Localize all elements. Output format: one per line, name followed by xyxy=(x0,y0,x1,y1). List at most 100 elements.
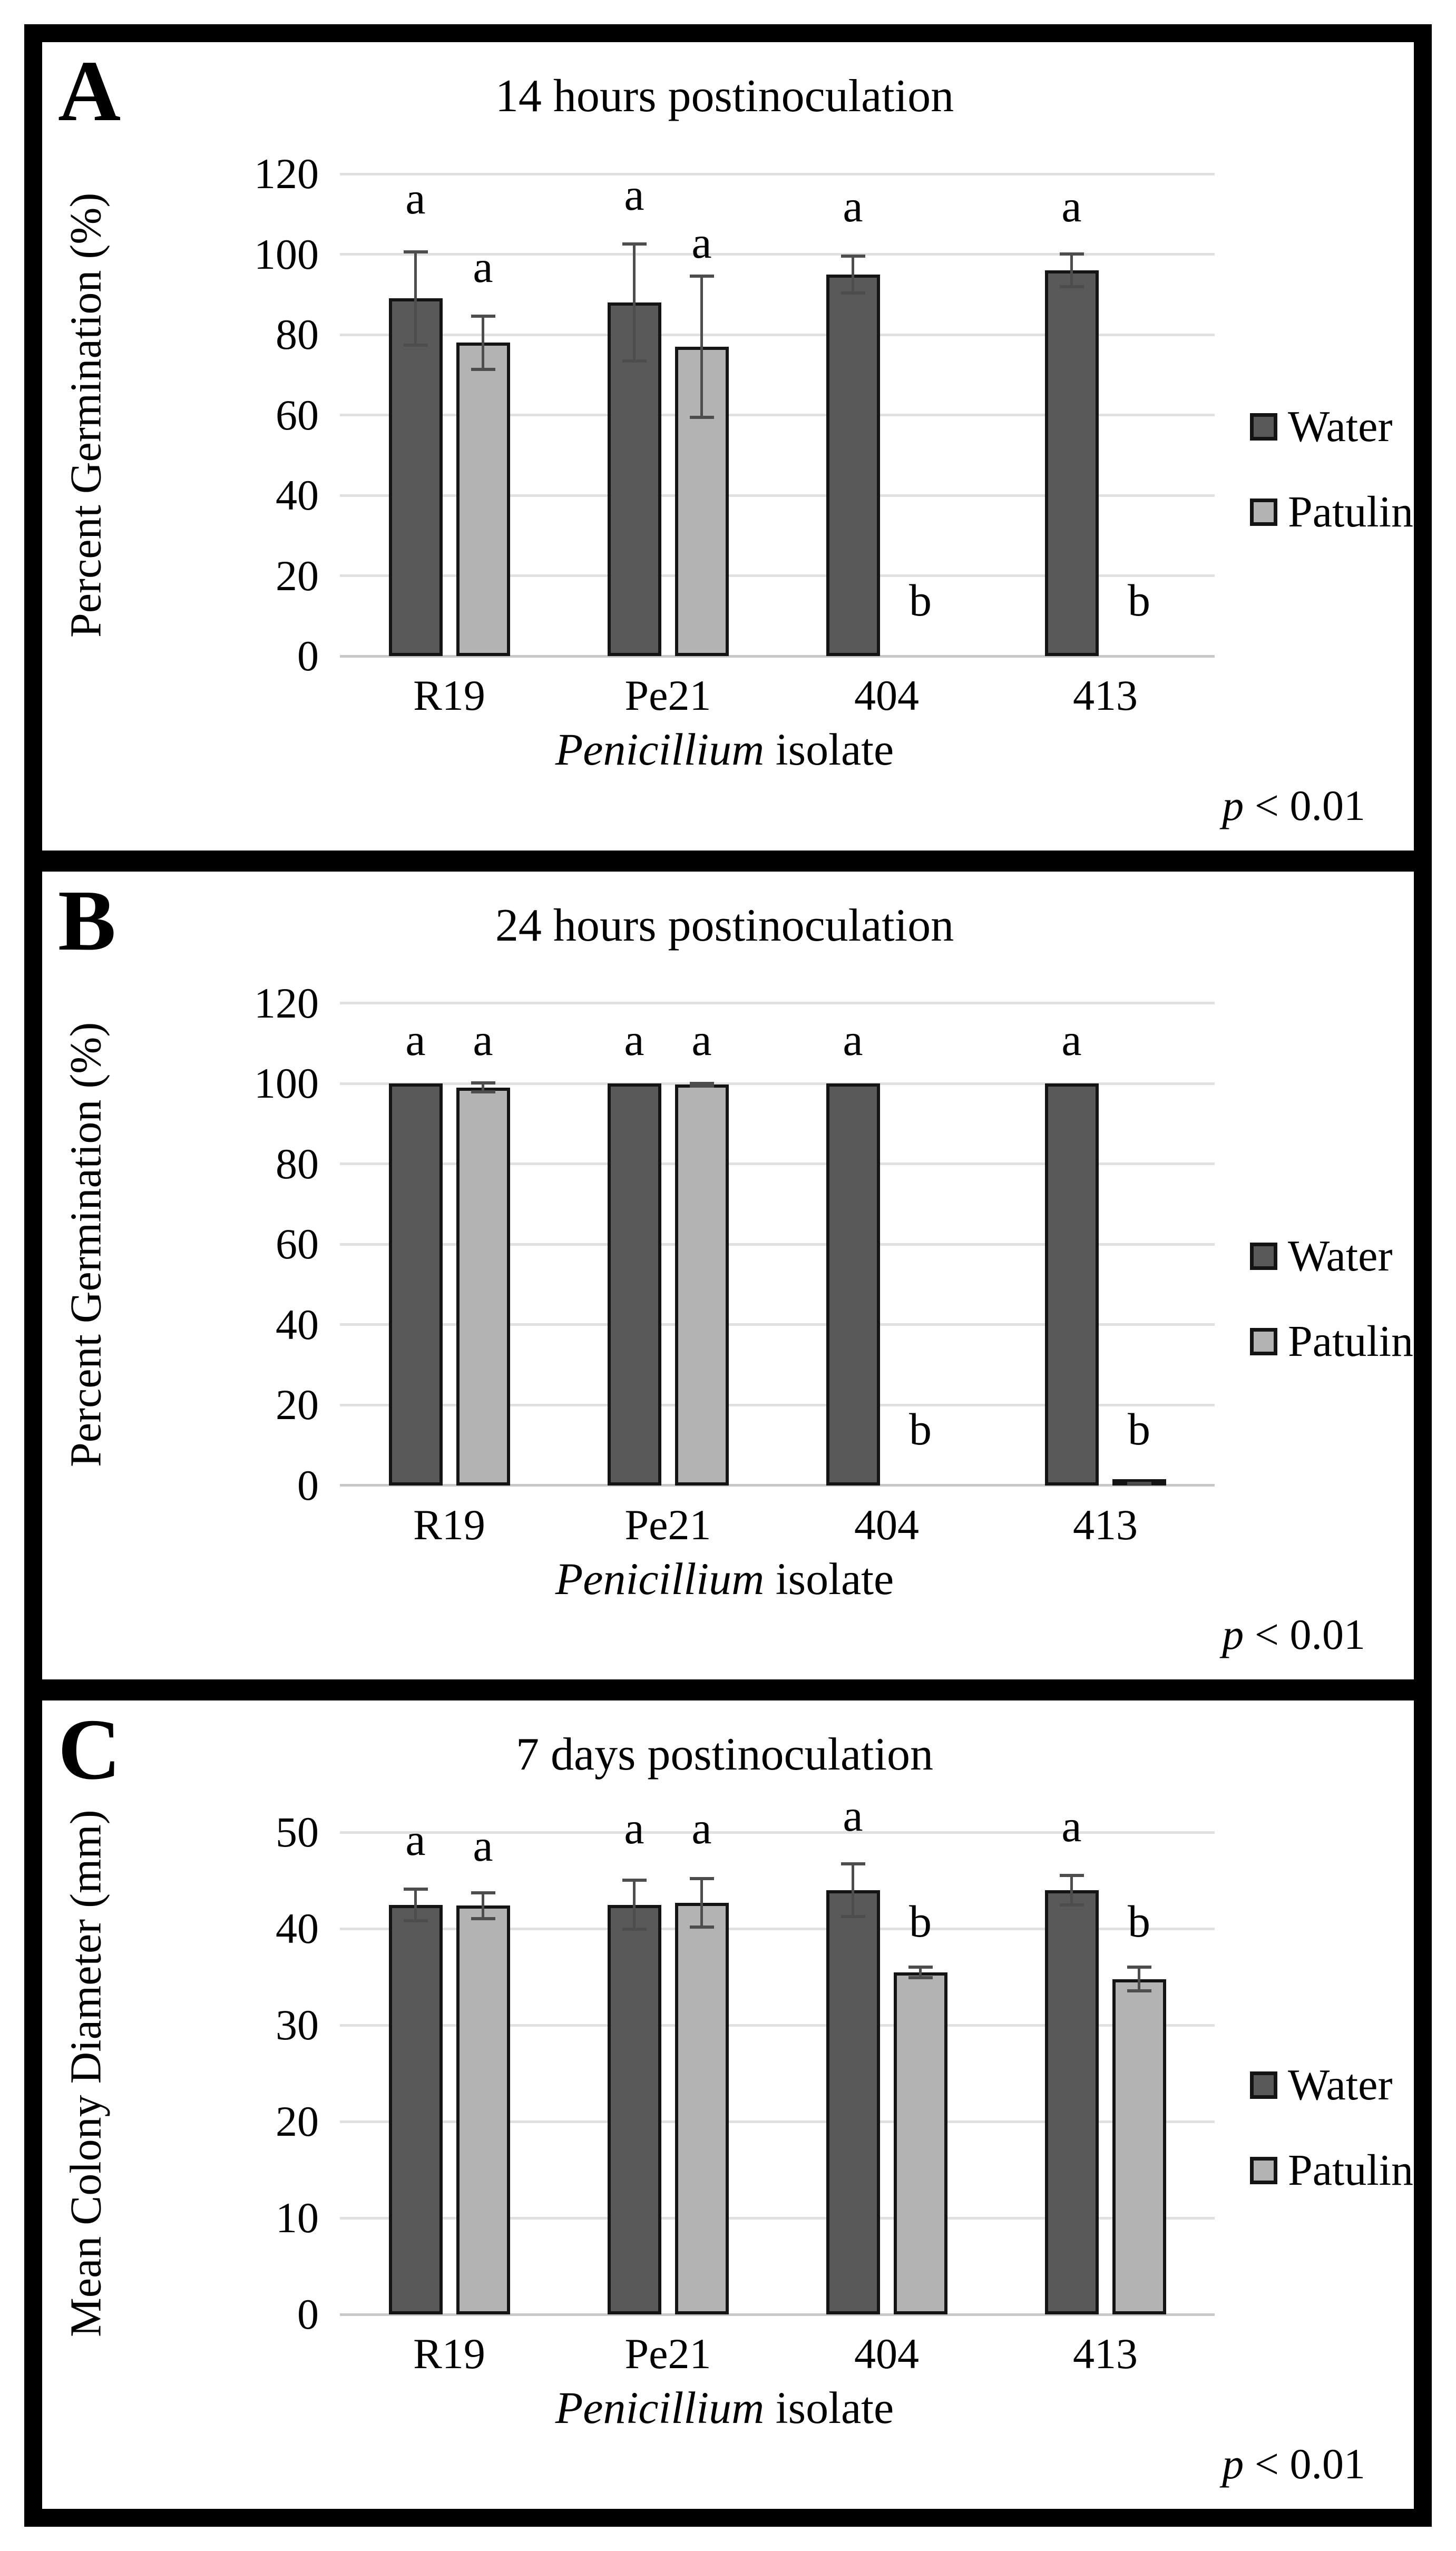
x-axis-title-genus: Penicillium xyxy=(555,1553,765,1604)
panel-a: A 14 hours postinoculation Percent Germi… xyxy=(42,42,1414,851)
chart-title: 7 days postinoculation xyxy=(516,1729,933,1781)
y-tick-label: 20 xyxy=(276,1381,319,1429)
error-bar-cap xyxy=(908,1965,933,1969)
y-tick-label: 40 xyxy=(276,471,319,519)
error-bar xyxy=(471,1081,495,1094)
error-bar xyxy=(622,242,647,363)
panel-letter: A xyxy=(58,43,121,139)
gridline xyxy=(340,172,1215,175)
patulin-bar xyxy=(1112,1979,1166,2315)
x-axis-title-rest: isolate xyxy=(764,1553,894,1604)
y-tick-label: 50 xyxy=(276,1808,319,1856)
error-bar-cap xyxy=(689,1876,714,1880)
water-bar xyxy=(826,1890,880,2315)
gridline xyxy=(340,253,1215,256)
error-bar-line xyxy=(633,1879,636,1931)
p-value-note: p < 0.01 xyxy=(1222,781,1365,830)
patulin-bar xyxy=(456,1087,510,1485)
legend-label-patulin: Patulin xyxy=(1288,487,1414,536)
x-axis-title: Penicillium isolate xyxy=(287,723,1162,776)
error-bar xyxy=(908,1965,933,1979)
legend-label-water: Water xyxy=(1288,1231,1393,1281)
p-value-note: p < 0.01 xyxy=(1222,1610,1365,1659)
error-bar-cap xyxy=(471,1090,495,1094)
error-bar-cap xyxy=(403,1887,428,1891)
error-bar xyxy=(1059,252,1084,289)
water-bar xyxy=(1044,1890,1099,2315)
x-axis-line xyxy=(340,2313,1215,2316)
error-bar-cap xyxy=(908,1976,933,1979)
x-tick-label: 413 xyxy=(1073,1500,1138,1549)
error-bar-cap xyxy=(841,1915,865,1919)
gridline xyxy=(340,2120,1215,2123)
error-bar xyxy=(689,1082,714,1088)
error-bar-cap xyxy=(689,416,714,419)
legend-item-patulin: Patulin xyxy=(1250,490,1413,534)
patulin-swatch-icon xyxy=(1250,499,1277,526)
error-bar-line xyxy=(1138,1965,1140,1993)
patulin-bar xyxy=(456,1905,510,2315)
legend-item-water: Water xyxy=(1250,405,1413,449)
gridline xyxy=(340,1831,1215,1834)
water-bar xyxy=(388,1904,443,2315)
error-bar-line xyxy=(414,1887,417,1922)
panel-letter: C xyxy=(58,1701,121,1798)
error-bar-cap xyxy=(1059,1903,1084,1907)
gridline xyxy=(340,2024,1215,2027)
legend-item-water: Water xyxy=(1250,2063,1413,2107)
patulin-swatch-icon xyxy=(1250,1327,1277,1355)
y-tick-label: 100 xyxy=(254,1059,319,1108)
error-bar-cap xyxy=(403,343,428,347)
error-bar-cap xyxy=(403,1919,428,1922)
p-value: < 0.01 xyxy=(1244,2440,1365,2488)
patulin-bar xyxy=(456,343,510,656)
y-axis-title: Mean Colony Diameter (mm) xyxy=(61,1810,111,2338)
x-tick-label: 404 xyxy=(854,1500,919,1549)
error-bar-cap xyxy=(622,242,647,246)
error-bar-line xyxy=(482,314,484,371)
error-bar-cap xyxy=(689,1084,714,1088)
legend-label-water: Water xyxy=(1288,402,1393,451)
error-bar-cap xyxy=(689,274,714,278)
error-bar xyxy=(689,274,714,419)
gridline xyxy=(340,1002,1215,1005)
error-bar-cap xyxy=(689,1082,714,1086)
error-bar-cap xyxy=(1059,252,1084,256)
error-bar xyxy=(1127,1965,1151,1993)
error-bar-line xyxy=(700,1876,703,1929)
patulin-bar xyxy=(675,1902,729,2315)
error-bar-line xyxy=(700,274,703,419)
x-tick-label: 404 xyxy=(854,2330,919,2378)
gridline xyxy=(340,494,1215,497)
error-bar xyxy=(471,1891,495,1920)
x-tick-label: 404 xyxy=(854,671,919,719)
error-bar-cap xyxy=(1127,1965,1151,1969)
water-bar xyxy=(1044,270,1099,656)
p-symbol: p xyxy=(1222,2440,1244,2488)
error-bar-cap xyxy=(471,1081,495,1085)
plot-area: 0 10 20 30 40 50 R19 Pe21 404 413 a a a a a a b b xyxy=(276,1792,1215,2378)
error-bar-cap xyxy=(471,1917,495,1920)
plot-area: 0 20 40 60 80 100 120 R19 Pe21 404 413 a a a a a a b b xyxy=(254,979,1215,1549)
error-bar-cap xyxy=(471,1891,495,1894)
error-bar xyxy=(471,314,495,371)
p-value: < 0.01 xyxy=(1244,1610,1365,1659)
legend: Water Patulin xyxy=(1250,1234,1413,1405)
gridline xyxy=(340,1927,1215,1930)
error-bar xyxy=(841,1862,865,1919)
error-bar-line xyxy=(852,254,854,295)
y-tick-label: 100 xyxy=(254,230,319,278)
error-bar-cap xyxy=(841,291,865,295)
x-axis-title-rest: isolate xyxy=(764,724,894,775)
error-bar-cap xyxy=(622,1879,647,1882)
panel-letter: B xyxy=(58,872,116,969)
water-bar xyxy=(607,1904,661,2315)
error-bar-cap xyxy=(1059,285,1084,289)
legend-item-patulin: Patulin xyxy=(1250,2148,1413,2193)
patulin-bar xyxy=(893,1972,947,2315)
gridline xyxy=(340,333,1215,336)
legend-label-patulin: Patulin xyxy=(1288,1316,1414,1366)
error-bar-cap xyxy=(471,314,495,318)
gridline xyxy=(340,1323,1215,1326)
y-tick-label: 60 xyxy=(276,390,319,439)
